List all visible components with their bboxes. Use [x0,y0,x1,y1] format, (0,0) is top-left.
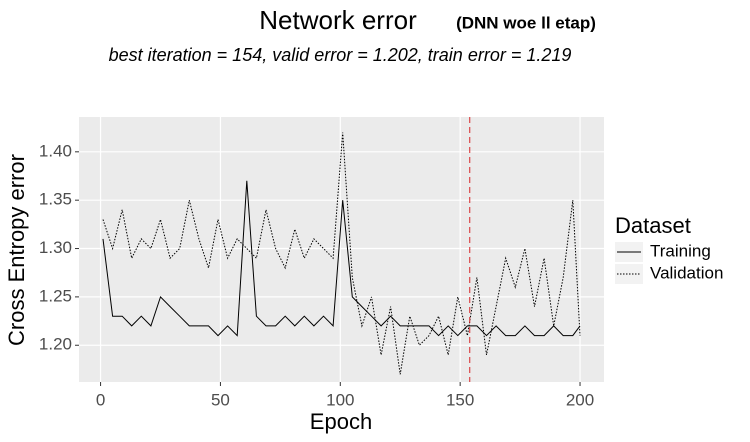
legend-title: Dataset [615,213,691,238]
legend-label: Validation [650,263,723,282]
chart-title: Network error [259,5,417,35]
y-tick-label: 1.40 [39,141,72,160]
y-tick-label: 1.25 [39,286,72,305]
y-axis-label: Cross Entropy error [4,154,29,346]
x-tick-label: 0 [96,390,105,409]
series-line [102,132,581,375]
x-axis-label: Epoch [310,409,372,434]
x-tick-label: 50 [211,390,230,409]
legend-label: Training [650,241,711,260]
x-tick-label: 100 [326,390,354,409]
chart-subtitle: best iteration = 154, valid error = 1.20… [109,45,572,65]
y-tick-label: 1.30 [39,238,72,257]
plot-panel [79,117,604,382]
x-tick-label: 200 [566,390,594,409]
y-tick-label: 1.20 [39,335,72,354]
series-line [102,180,581,337]
y-tick-label: 1.35 [39,190,72,209]
x-tick-label: 150 [446,390,474,409]
title-note: (DNN woe ll etap) [456,13,596,32]
